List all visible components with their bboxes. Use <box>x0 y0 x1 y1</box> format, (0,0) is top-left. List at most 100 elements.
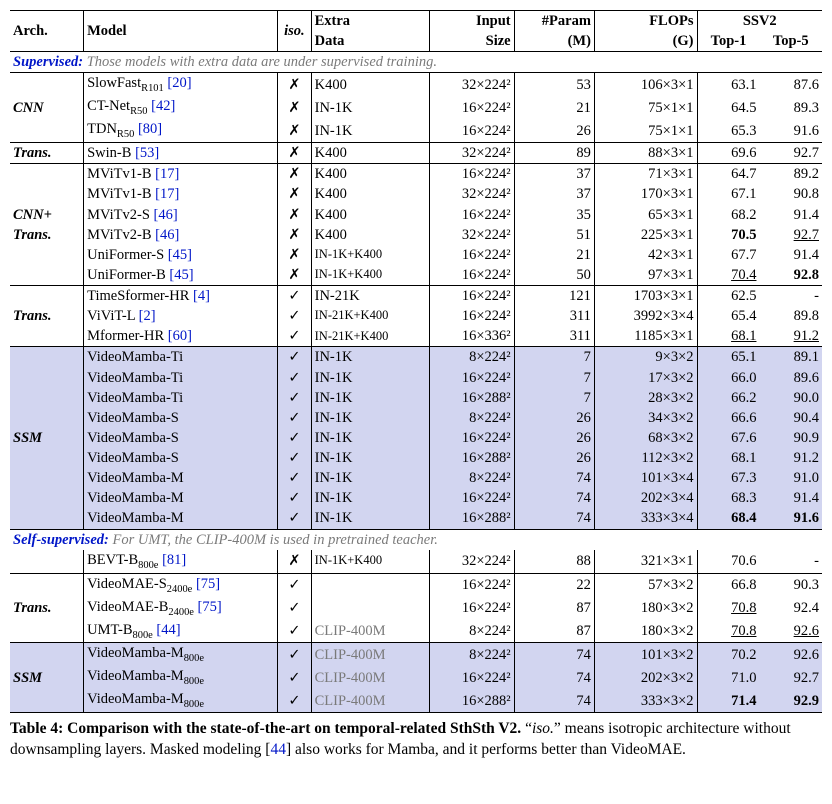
arch-cell <box>10 643 84 666</box>
top1-cell: 65.3 <box>697 119 759 142</box>
extra-cell: IN-1K <box>311 368 429 388</box>
iso-cell: ✓ <box>278 326 311 347</box>
arch-cell <box>10 184 84 204</box>
model-cell: VideoMamba-M800e <box>84 643 278 666</box>
input-cell: 32×224² <box>429 143 514 164</box>
top5-cell: 91.6 <box>759 508 822 529</box>
top1-cell: 62.5 <box>697 286 759 307</box>
top1-cell: 66.8 <box>697 573 759 596</box>
iso-cell: ✗ <box>278 119 311 142</box>
param-cell: 121 <box>514 286 594 307</box>
input-cell: 16×224² <box>429 306 514 326</box>
flops-cell: 28×3×2 <box>594 388 697 408</box>
model-cell: VideoMAE-B2400e [75] <box>84 597 278 620</box>
top5-cell: 87.6 <box>759 73 822 96</box>
model-cell: Swin-B [53] <box>84 143 278 164</box>
flops-cell: 42×3×1 <box>594 245 697 265</box>
input-cell: 16×224² <box>429 428 514 448</box>
extra-cell: IN-1K <box>311 388 429 408</box>
flops-cell: 65×3×1 <box>594 205 697 225</box>
param-cell: 74 <box>514 689 594 712</box>
extra-cell: IN-1K+K400 <box>311 550 429 573</box>
top5-cell: - <box>759 286 822 307</box>
flops-cell: 101×3×2 <box>594 643 697 666</box>
table-caption: Table 4: Comparison with the state-of-th… <box>10 719 822 761</box>
input-cell: 8×224² <box>429 643 514 666</box>
top5-cell: 92.6 <box>759 620 822 643</box>
param-cell: 22 <box>514 573 594 596</box>
extra-cell: IN-1K+K400 <box>311 245 429 265</box>
arch-cell <box>10 265 84 286</box>
iso-cell: ✓ <box>278 666 311 689</box>
col-input: Input <box>429 11 514 32</box>
iso-cell: ✓ <box>278 347 311 368</box>
col-extra: Extra <box>311 11 429 32</box>
iso-cell: ✓ <box>278 597 311 620</box>
input-cell: 8×224² <box>429 408 514 428</box>
model-cell: SlowFastR101 [20] <box>84 73 278 96</box>
top5-cell: 92.8 <box>759 265 822 286</box>
top5-cell: 90.8 <box>759 184 822 204</box>
arch-cell: SSM <box>10 428 84 448</box>
flops-cell: 9×3×2 <box>594 347 697 368</box>
input-cell: 16×224² <box>429 205 514 225</box>
extra-cell: IN-1K <box>311 448 429 468</box>
param-cell: 89 <box>514 143 594 164</box>
iso-cell: ✓ <box>278 488 311 508</box>
input-cell: 16×224² <box>429 488 514 508</box>
extra-cell: K400 <box>311 184 429 204</box>
arch-cell <box>10 347 84 368</box>
flops-cell: 202×3×2 <box>594 666 697 689</box>
top5-cell: 90.0 <box>759 388 822 408</box>
top1-cell: 66.6 <box>697 408 759 428</box>
param-cell: 74 <box>514 468 594 488</box>
arch-cell: Trans. <box>10 306 84 326</box>
flops-cell: 88×3×1 <box>594 143 697 164</box>
model-cell: TDNR50 [80] <box>84 119 278 142</box>
iso-cell: ✓ <box>278 448 311 468</box>
arch-cell <box>10 689 84 712</box>
arch-cell <box>10 368 84 388</box>
top5-cell: 91.4 <box>759 488 822 508</box>
extra-cell: IN-1K <box>311 96 429 119</box>
param-cell: 74 <box>514 666 594 689</box>
model-cell: VideoMamba-S <box>84 448 278 468</box>
model-cell: MViTv2-S [46] <box>84 205 278 225</box>
param-cell: 74 <box>514 643 594 666</box>
top5-cell: 91.2 <box>759 448 822 468</box>
iso-cell: ✓ <box>278 620 311 643</box>
flops-cell: 3992×3×4 <box>594 306 697 326</box>
input-cell: 16×224² <box>429 666 514 689</box>
iso-cell: ✓ <box>278 573 311 596</box>
flops-cell: 75×1×1 <box>594 119 697 142</box>
iso-cell: ✓ <box>278 428 311 448</box>
model-cell: VideoMamba-S <box>84 428 278 448</box>
flops-cell: 17×3×2 <box>594 368 697 388</box>
flops-cell: 321×3×1 <box>594 550 697 573</box>
arch-cell: Trans. <box>10 225 84 245</box>
top5-cell: 89.1 <box>759 347 822 368</box>
top5-cell: 91.6 <box>759 119 822 142</box>
param-cell: 87 <box>514 620 594 643</box>
input-cell: 16×288² <box>429 689 514 712</box>
top1-cell: 64.5 <box>697 96 759 119</box>
flops-cell: 71×3×1 <box>594 164 697 185</box>
arch-cell <box>10 408 84 428</box>
top1-cell: 70.8 <box>697 597 759 620</box>
extra-cell: K400 <box>311 73 429 96</box>
input-cell: 16×224² <box>429 573 514 596</box>
input-cell: 16×224² <box>429 164 514 185</box>
top1-cell: 65.1 <box>697 347 759 368</box>
model-cell: VideoMamba-M800e <box>84 666 278 689</box>
input-cell: 16×224² <box>429 597 514 620</box>
extra-cell: IN-21K <box>311 286 429 307</box>
model-cell: VideoMamba-Ti <box>84 368 278 388</box>
input-cell: 16×336² <box>429 326 514 347</box>
arch-cell: SSM <box>10 666 84 689</box>
flops-cell: 202×3×4 <box>594 488 697 508</box>
col-ssv2: SSV2 <box>697 11 822 32</box>
iso-cell: ✓ <box>278 408 311 428</box>
param-cell: 35 <box>514 205 594 225</box>
section-sup: Supervised: Those models with extra data… <box>10 52 822 73</box>
top5-cell: 92.9 <box>759 689 822 712</box>
